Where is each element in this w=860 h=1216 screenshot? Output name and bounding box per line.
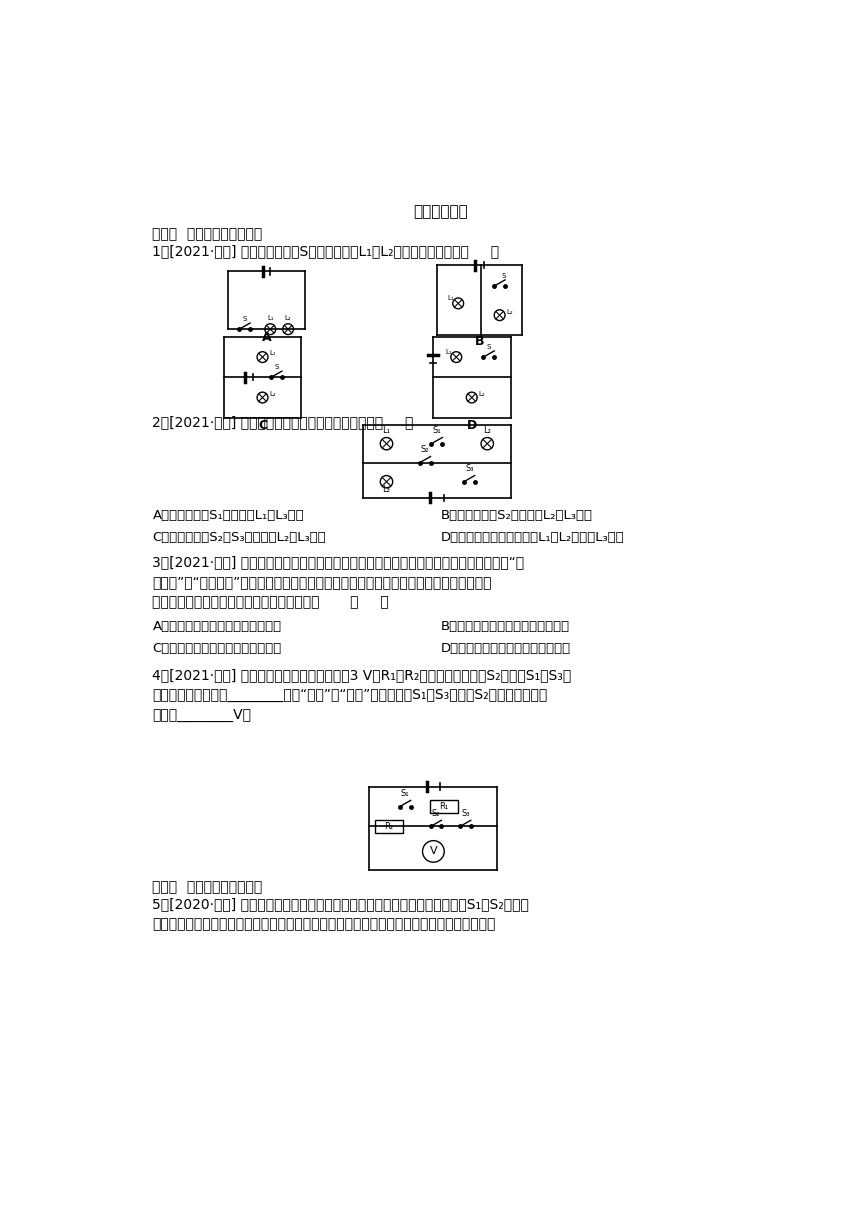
Text: D．闭合所有开关时，灯泡L₁、L₂并联，L₃短路: D．闭合所有开关时，灯泡L₁、L₂并联，L₃短路 xyxy=(440,531,624,544)
Text: D: D xyxy=(467,418,477,432)
FancyBboxPatch shape xyxy=(430,800,458,812)
Text: 串、并联电路: 串、并联电路 xyxy=(414,203,468,219)
Text: B．两个模块相当于开关，彼此并联: B．两个模块相当于开关，彼此并联 xyxy=(440,620,570,634)
Text: 迷网络”和“交友不慎”两个圆形模块。用脚踩其中任何一个模块，与模块连接的电视上就会: 迷网络”和“交友不慎”两个圆形模块。用脚踩其中任何一个模块，与模块连接的电视上就… xyxy=(152,575,492,590)
Text: 4．[2021·苏州] 如图所示电路中，电源电压为3 V，R₁和R₂阻值相等，若断开S₂，闭合S₁、S₃，: 4．[2021·苏州] 如图所示电路中，电源电压为3 V，R₁和R₂阻值相等，若… xyxy=(152,668,572,682)
Text: A: A xyxy=(261,331,271,344)
Text: 两电阻的连接方式为________（填“串联”或“并联”）；若断开S₁、S₃，闭合S₂，此时电压表的: 两电阻的连接方式为________（填“串联”或“并联”）；若断开S₁、S₃，闭… xyxy=(152,688,548,702)
Text: C．只闭合开关S₂、S₃时，灯泡L₂、L₃串联: C．只闭合开关S₂、S₃时，灯泡L₂、L₃串联 xyxy=(152,531,326,544)
Text: S₂: S₂ xyxy=(421,445,429,454)
Text: B．只闭合开关S₂时，灯泡L₂、L₃并联: B．只闭合开关S₂时，灯泡L₂、L₃并联 xyxy=(440,510,593,523)
Text: 播放相应的教育短片。下列有关分析正确的是       （     ）: 播放相应的教育短片。下列有关分析正确的是 （ ） xyxy=(152,596,390,609)
Text: A．两个模块相当于开关，彼此串联: A．两个模块相当于开关，彼此串联 xyxy=(152,620,281,634)
Text: S₁: S₁ xyxy=(433,426,441,435)
Text: S₂: S₂ xyxy=(432,809,440,817)
Text: 类型二  串、并联电路的设计: 类型二 串、并联电路的设计 xyxy=(152,880,262,895)
Text: C: C xyxy=(258,418,267,432)
Text: L₂: L₂ xyxy=(269,390,276,396)
Text: 闯入时开关会自动闭合。要求：只要动物闯入任意一个门，电铃都能响起报警。图中符合设计: 闯入时开关会自动闭合。要求：只要动物闯入任意一个门，电铃都能响起报警。图中符合设… xyxy=(152,917,496,931)
Text: V: V xyxy=(430,846,437,856)
Text: B: B xyxy=(475,336,484,348)
Text: S₃: S₃ xyxy=(461,809,470,817)
Text: R₁: R₁ xyxy=(439,803,448,811)
Text: L₃: L₃ xyxy=(383,485,390,494)
Text: S₃: S₃ xyxy=(465,465,474,473)
Text: L₂: L₂ xyxy=(285,315,292,321)
Text: 1．[2021·广安] 如图所示，开关S闭合时，灯泡L₁、L₂组成并联电路的是（     ）: 1．[2021·广安] 如图所示，开关S闭合时，灯泡L₁、L₂组成并联电路的是（… xyxy=(152,244,500,259)
Text: 5．[2020·福建] 小明为养鸡场设计报警电路。养鸡场的前、后门分别装有开关S₁、S₂，动物: 5．[2020·福建] 小明为养鸡场设计报警电路。养鸡场的前、后门分别装有开关S… xyxy=(152,897,529,912)
Text: L₁: L₁ xyxy=(445,349,452,355)
Text: A．只闭合开关S₁时，灯泡L₁、L₃并联: A．只闭合开关S₁时，灯泡L₁、L₃并联 xyxy=(152,510,304,523)
Text: L₁: L₁ xyxy=(447,295,454,300)
Text: 类型一  串、并联电路的识辨: 类型一 串、并联电路的识辨 xyxy=(152,227,262,242)
Text: R₂: R₂ xyxy=(384,822,393,831)
Text: L₂: L₂ xyxy=(479,390,486,396)
Text: 示数为________V。: 示数为________V。 xyxy=(152,708,251,722)
Text: 3．[2021·黄冈] 在参观人民检察院未成年人法治教育基地时，小明发现，在一处地面上有“沉: 3．[2021·黄冈] 在参观人民检察院未成年人法治教育基地时，小明发现，在一处… xyxy=(152,556,525,569)
Text: 2．[2021·重庆] 关于如图所示电路的判断，正确的是（     ）: 2．[2021·重庆] 关于如图所示电路的判断，正确的是（ ） xyxy=(152,416,414,429)
Text: S: S xyxy=(274,364,279,370)
Text: D．两个模块相当于电源，彼此串联: D．两个模块相当于电源，彼此串联 xyxy=(440,642,571,654)
Text: L₂: L₂ xyxy=(483,426,491,435)
Text: L₂: L₂ xyxy=(507,309,513,315)
Text: S: S xyxy=(501,272,506,278)
Text: L₁: L₁ xyxy=(383,426,390,435)
Text: S₁: S₁ xyxy=(401,789,409,798)
Text: S: S xyxy=(243,316,247,322)
Text: L₁: L₁ xyxy=(269,350,276,355)
Text: L₁: L₁ xyxy=(267,315,273,321)
Text: C．两个模块相当于电源，彼此并联: C．两个模块相当于电源，彼此并联 xyxy=(152,642,282,654)
FancyBboxPatch shape xyxy=(375,821,402,833)
Text: S: S xyxy=(487,344,491,350)
